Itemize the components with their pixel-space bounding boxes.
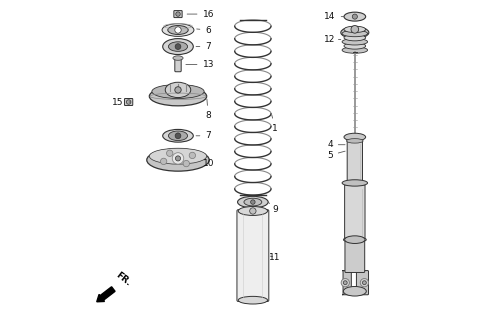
- Text: 7: 7: [196, 131, 211, 140]
- FancyBboxPatch shape: [345, 185, 365, 240]
- Text: 11: 11: [270, 253, 281, 262]
- Ellipse shape: [238, 206, 268, 215]
- FancyArrow shape: [97, 287, 115, 302]
- Circle shape: [362, 281, 366, 284]
- Ellipse shape: [344, 35, 366, 41]
- Text: 1: 1: [272, 115, 278, 132]
- Ellipse shape: [173, 56, 183, 60]
- Text: 4: 4: [327, 140, 345, 149]
- Circle shape: [175, 133, 181, 139]
- Ellipse shape: [343, 237, 366, 243]
- Text: 12: 12: [324, 35, 341, 44]
- Ellipse shape: [163, 39, 193, 54]
- Circle shape: [183, 160, 189, 167]
- Ellipse shape: [152, 84, 204, 99]
- Ellipse shape: [149, 87, 207, 106]
- Text: FR.: FR.: [114, 270, 133, 287]
- Ellipse shape: [342, 180, 368, 186]
- Ellipse shape: [169, 131, 187, 140]
- Circle shape: [351, 26, 358, 33]
- Circle shape: [250, 200, 255, 204]
- Circle shape: [343, 281, 347, 284]
- Ellipse shape: [165, 82, 191, 98]
- Circle shape: [167, 150, 173, 156]
- Ellipse shape: [162, 24, 194, 36]
- Ellipse shape: [342, 30, 368, 37]
- Ellipse shape: [149, 148, 207, 164]
- Ellipse shape: [344, 12, 366, 21]
- Text: 8: 8: [206, 99, 211, 120]
- Ellipse shape: [345, 236, 365, 244]
- FancyBboxPatch shape: [124, 99, 133, 106]
- Ellipse shape: [163, 129, 193, 142]
- Ellipse shape: [342, 47, 368, 53]
- FancyBboxPatch shape: [174, 11, 182, 18]
- Text: 16: 16: [187, 10, 214, 19]
- Ellipse shape: [238, 296, 268, 304]
- Text: 5: 5: [327, 151, 345, 160]
- Text: 15: 15: [112, 98, 131, 107]
- Ellipse shape: [147, 149, 209, 171]
- Circle shape: [175, 44, 181, 50]
- Ellipse shape: [344, 133, 366, 141]
- Text: 13: 13: [186, 60, 214, 69]
- Circle shape: [172, 153, 184, 164]
- Circle shape: [341, 278, 350, 287]
- Circle shape: [249, 208, 256, 214]
- FancyBboxPatch shape: [175, 57, 181, 72]
- Circle shape: [360, 278, 369, 287]
- Circle shape: [189, 152, 196, 159]
- Ellipse shape: [344, 43, 366, 49]
- Circle shape: [176, 156, 180, 161]
- FancyBboxPatch shape: [237, 210, 269, 301]
- Text: 7: 7: [196, 42, 211, 51]
- FancyBboxPatch shape: [347, 140, 362, 186]
- Circle shape: [176, 12, 180, 16]
- FancyBboxPatch shape: [342, 270, 352, 295]
- Circle shape: [160, 158, 167, 164]
- Circle shape: [175, 27, 181, 33]
- Ellipse shape: [347, 139, 363, 143]
- Text: 14: 14: [324, 12, 344, 21]
- Ellipse shape: [343, 286, 366, 296]
- Text: 10: 10: [203, 159, 214, 168]
- Ellipse shape: [344, 26, 366, 33]
- Ellipse shape: [238, 196, 268, 208]
- FancyBboxPatch shape: [356, 270, 369, 295]
- Ellipse shape: [168, 26, 188, 35]
- Text: 9: 9: [268, 202, 278, 214]
- Ellipse shape: [244, 198, 262, 206]
- Ellipse shape: [169, 42, 187, 51]
- Circle shape: [352, 14, 357, 19]
- Ellipse shape: [341, 27, 369, 38]
- FancyBboxPatch shape: [345, 239, 365, 272]
- Ellipse shape: [342, 39, 368, 45]
- Circle shape: [175, 87, 181, 93]
- Circle shape: [126, 100, 131, 104]
- Text: 6: 6: [197, 26, 211, 35]
